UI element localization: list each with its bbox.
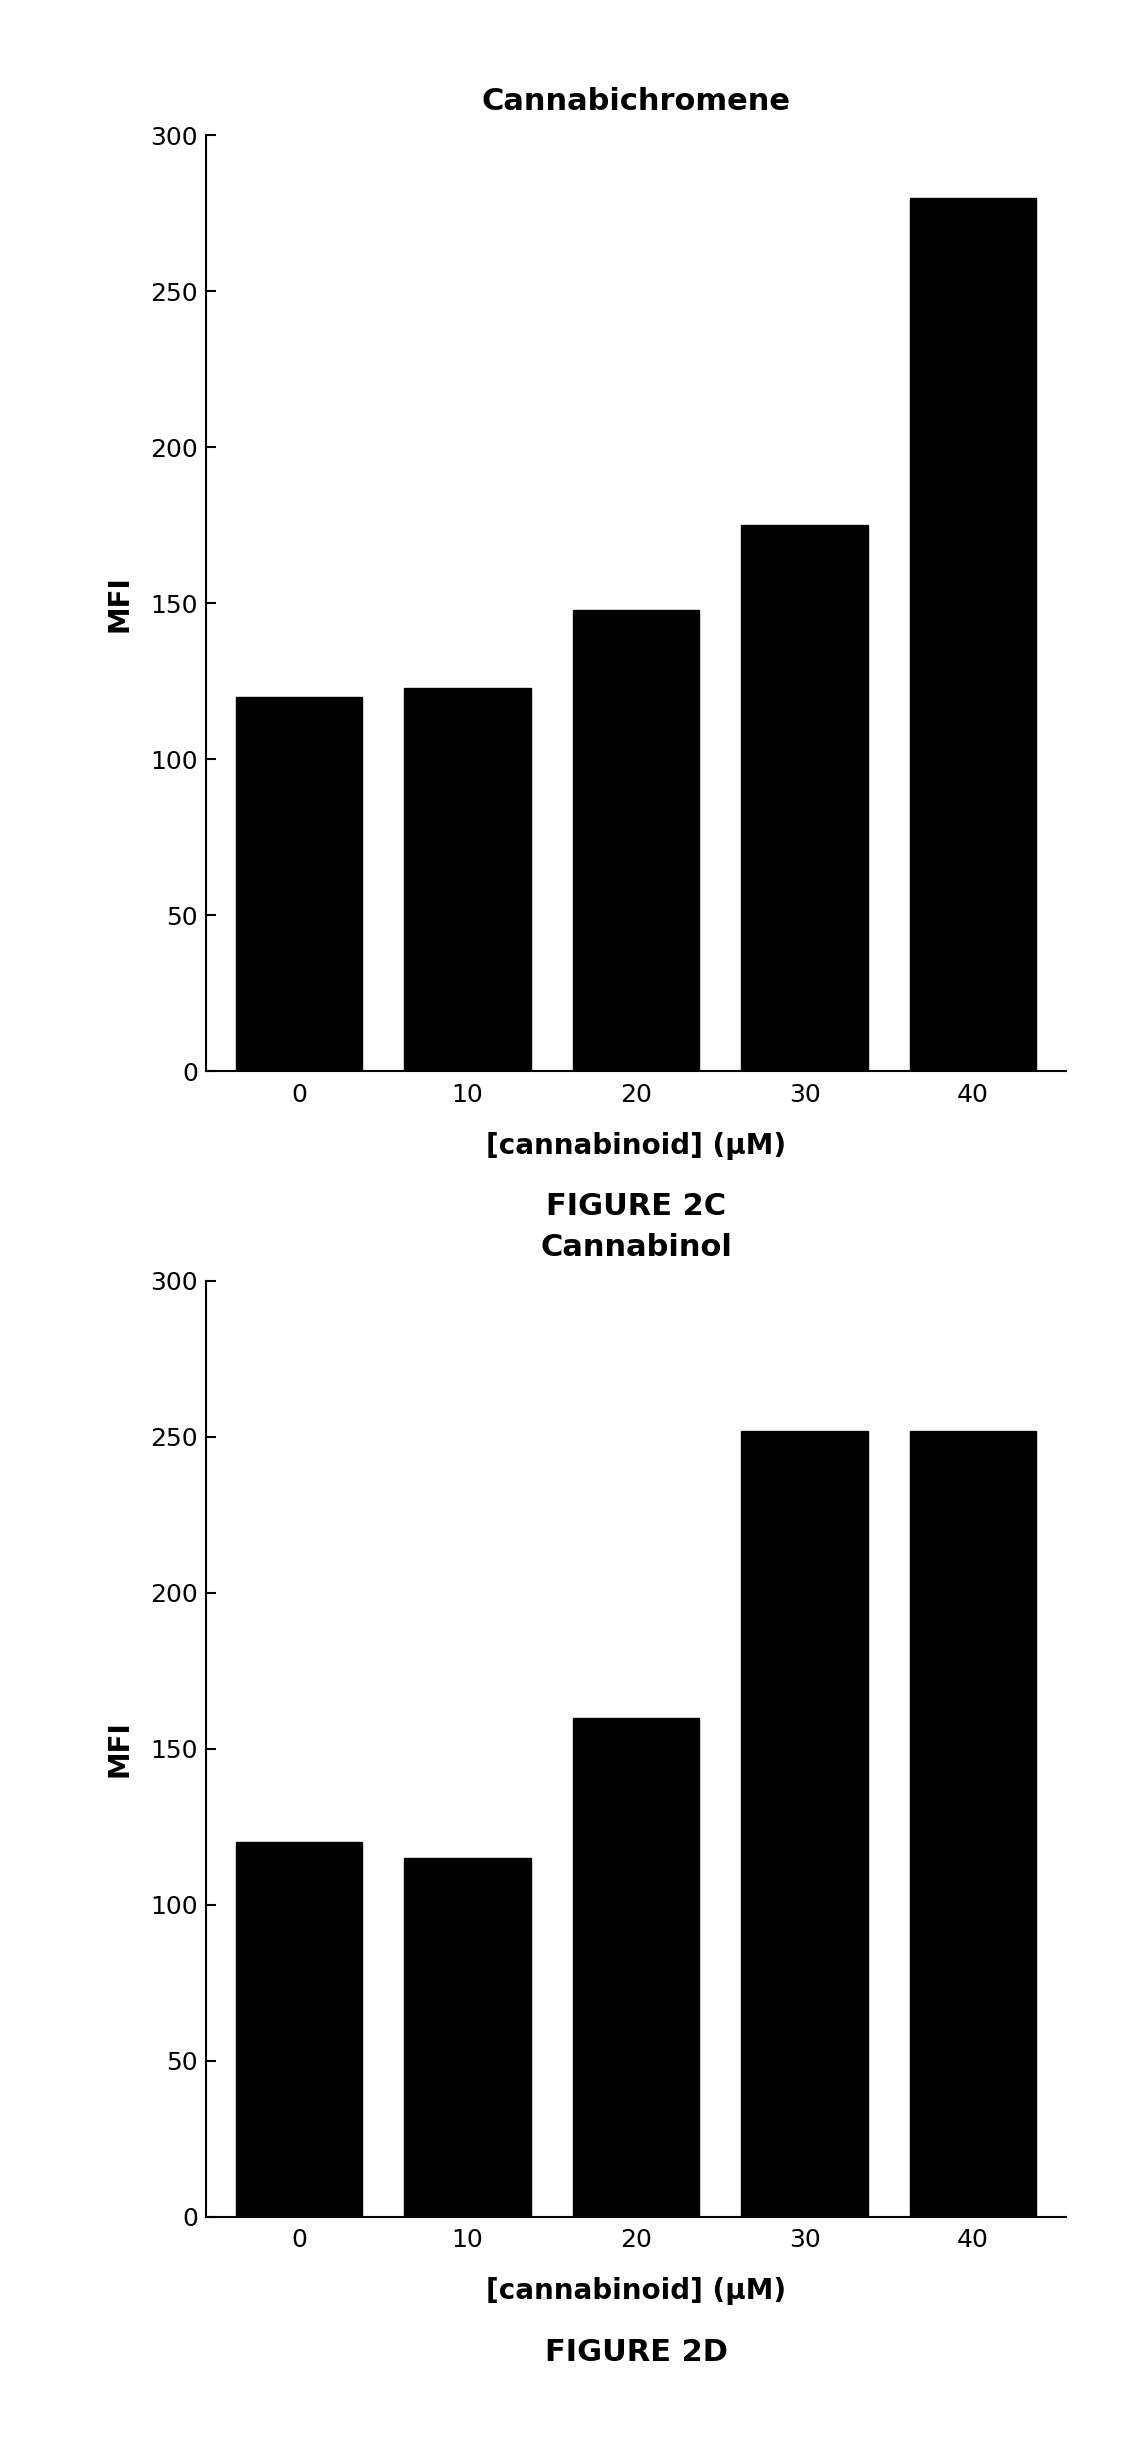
Title: Cannabichromene: Cannabichromene [481, 89, 791, 116]
Bar [573, 1717, 699, 2217]
Text: FIGURE 2C: FIGURE 2C [545, 1192, 727, 1222]
Bar [236, 697, 362, 1071]
Bar [741, 525, 868, 1071]
Y-axis label: MFI: MFI [105, 1719, 134, 1778]
X-axis label: [cannabinoid] (μM): [cannabinoid] (μM) [486, 1131, 786, 1160]
Y-axis label: MFI: MFI [105, 574, 134, 633]
Bar [236, 1842, 362, 2217]
Bar [910, 1431, 1036, 2217]
X-axis label: [cannabinoid] (μM): [cannabinoid] (μM) [486, 2276, 786, 2305]
Bar [405, 687, 531, 1071]
Bar [741, 1431, 868, 2217]
Bar [573, 611, 699, 1071]
Text: FIGURE 2D: FIGURE 2D [544, 2337, 728, 2367]
Title: Cannabinol: Cannabinol [540, 1234, 732, 1261]
Bar [405, 1857, 531, 2217]
Bar [910, 197, 1036, 1071]
